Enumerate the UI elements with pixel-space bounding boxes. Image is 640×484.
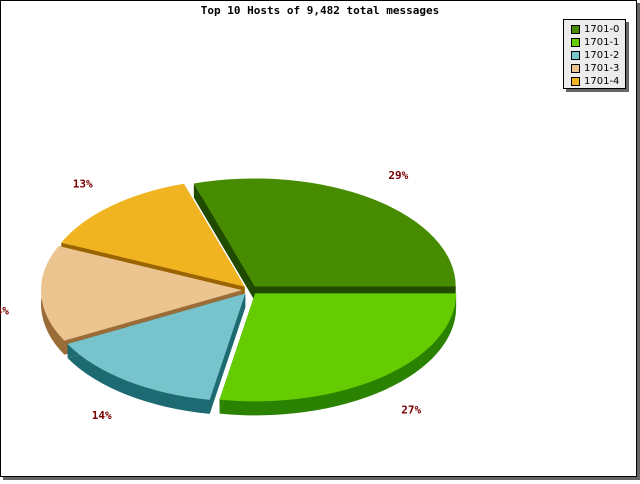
pie-slice-1701-0 [193, 178, 456, 287]
pie-slice-1701-2 [67, 293, 246, 400]
pie-slice-edge-1701-2 [209, 293, 246, 414]
legend-item-1701-0: 1701-0 [571, 23, 625, 36]
pie-label-1701-3: 14% [0, 304, 9, 317]
legend-item-1701-2: 1701-2 [571, 49, 625, 62]
pie-label-1701-0: 29% [388, 169, 408, 182]
pie-slice-1701-4 [61, 183, 245, 287]
legend-swatch [571, 77, 580, 86]
legend-label: 1701-3 [584, 63, 620, 74]
legend-swatch [571, 51, 580, 60]
legend-item-1701-1: 1701-1 [571, 36, 625, 49]
legend-label: 1701-1 [584, 37, 620, 48]
legend-item-1701-3: 1701-3 [571, 62, 625, 75]
pie-slice-edge-1701-0 [193, 183, 255, 301]
pie-slice-1701-3 [41, 246, 243, 341]
pie-label-1701-1: 27% [401, 404, 421, 417]
legend-item-1701-4: 1701-4 [571, 75, 625, 88]
legend-swatch [571, 38, 580, 47]
legend: 1701-0 1701-1 1701-2 1701-3 1701-4 [563, 19, 626, 89]
chart-title: Top 10 Hosts of 9,482 total messages [200, 4, 440, 17]
pie-label-1701-2: 14% [92, 409, 112, 422]
pie-label-1701-4: 13% [73, 177, 93, 190]
legend-swatch [571, 64, 580, 73]
legend-label: 1701-2 [584, 50, 620, 61]
legend-label: 1701-4 [584, 76, 620, 87]
pie-slice-1701-1 [219, 293, 457, 402]
legend-swatch [571, 25, 580, 34]
legend-label: 1701-0 [584, 24, 620, 35]
